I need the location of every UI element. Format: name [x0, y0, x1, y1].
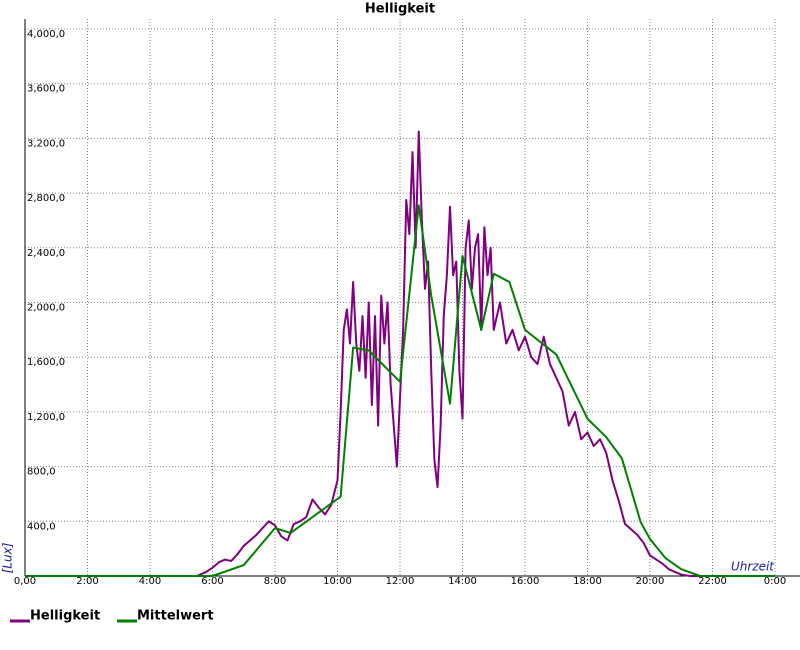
y-tick-label: 2,000,0	[27, 303, 65, 314]
x-tick-label: 0:00	[764, 576, 786, 587]
x-tick-label: 14:00	[448, 576, 477, 587]
x-tick-label: 22:00	[698, 576, 727, 587]
y-tick-label: 1,200,0	[27, 412, 65, 423]
x-tick-label: 0,00	[14, 576, 36, 587]
x-tick-label: 6:00	[201, 576, 223, 587]
x-tick-label: 2:00	[76, 576, 98, 587]
x-tick-label: 8:00	[264, 576, 286, 587]
legend-label: Helligkeit	[30, 609, 100, 624]
y-axis-label: [Lux]	[1, 542, 15, 573]
y-tick-label: 1,600,0	[27, 357, 65, 368]
chart-title: Helligkeit	[365, 2, 435, 17]
x-axis-label: Uhrzeit	[731, 560, 775, 574]
x-tick-label: 16:00	[511, 576, 540, 587]
x-tick-label: 10:00	[323, 576, 352, 587]
y-tick-label: 4,000,0	[27, 29, 65, 40]
x-tick-label: 18:00	[573, 576, 602, 587]
series-line	[25, 204, 775, 577]
y-tick-label: 800,0	[27, 467, 56, 478]
y-tick-label: 2,800,0	[27, 193, 65, 204]
series-line	[25, 130, 775, 577]
legend-label: Mittelwert	[137, 609, 214, 624]
y-tick-label: 3,200,0	[27, 138, 65, 149]
x-tick-label: 12:00	[386, 576, 415, 587]
y-tick-label: 3,600,0	[27, 84, 65, 95]
y-tick-label: 2,400,0	[27, 248, 65, 259]
x-tick-label: 4:00	[139, 576, 161, 587]
y-tick-label: 400,0	[27, 521, 56, 532]
x-tick-label: 20:00	[636, 576, 665, 587]
